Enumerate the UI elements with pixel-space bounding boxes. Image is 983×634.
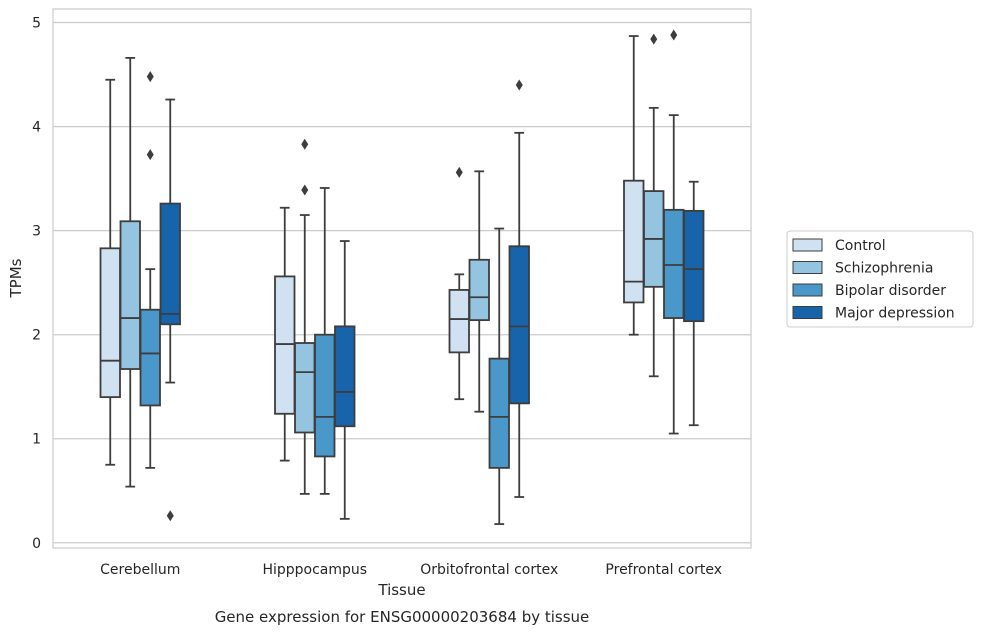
box-body (294, 342, 316, 434)
x-tick-label: Cerebellum (100, 562, 180, 578)
outlier-point (301, 138, 309, 150)
y-tick-label: 3 (32, 224, 41, 240)
outlier-point (166, 510, 174, 522)
box-schizophrenia (643, 33, 665, 378)
legend: Control Schizophrenia Bipolar disorder Majo… (786, 230, 974, 328)
y-tick-label: 2 (32, 328, 41, 344)
x-tick-label: Orbitofrontal cortex (420, 562, 558, 578)
legend-swatch (792, 306, 823, 319)
box-body (119, 220, 141, 370)
legend-label: Major depression (835, 306, 955, 322)
box-bipolar-disorder (663, 29, 685, 435)
outlier-point (650, 33, 658, 45)
y-axis-label: TPMs (7, 258, 25, 298)
legend-label: Bipolar disorder (835, 283, 946, 299)
box-body (274, 275, 296, 415)
outlier-point (455, 166, 463, 178)
plot-frame (52, 8, 752, 549)
legend-label: Schizophrenia (835, 261, 933, 277)
box-schizophrenia (119, 57, 141, 488)
box-body (488, 357, 510, 469)
box-body (159, 202, 181, 326)
box-body (99, 247, 121, 399)
box-body (468, 258, 490, 322)
box-body (683, 209, 705, 323)
y-tick-label: 1 (32, 432, 41, 448)
box-bipolar-disorder (139, 71, 161, 469)
x-axis-label: Tissue (377, 581, 425, 599)
box-major-depression (683, 180, 705, 427)
y-tick-label: 0 (32, 536, 41, 552)
legend-swatch (792, 261, 823, 274)
legend-label: Control (835, 238, 886, 254)
box-body (334, 325, 356, 428)
legend-swatch (792, 238, 823, 252)
y-tick-label: 5 (32, 16, 41, 32)
box-body (623, 179, 645, 304)
box-bipolar-disorder (314, 187, 336, 495)
outlier-point (515, 79, 523, 91)
box-body (139, 308, 161, 407)
outlier-point (301, 184, 309, 196)
box-body (448, 289, 470, 354)
box-major-depression (334, 240, 356, 520)
box-groups (99, 29, 705, 525)
box-major-depression (159, 98, 181, 522)
box-control (99, 78, 121, 466)
figure-caption: Gene expression for ENSG00000203684 by t… (215, 608, 590, 626)
y-axis-ticks: 0 1 2 3 4 5 (32, 16, 41, 552)
box-body (314, 333, 336, 458)
box-schizophrenia (468, 170, 490, 413)
x-axis-ticks: Cerebellum Hipppocampus Orbitofrontal cort… (100, 562, 722, 578)
box-major-depression (508, 79, 530, 498)
box-control (448, 166, 470, 401)
x-tick-label: Prefrontal cortex (605, 562, 722, 578)
y-tick-label: 4 (32, 120, 41, 136)
box-bipolar-disorder (488, 227, 510, 525)
box-body (508, 245, 530, 405)
outlier-point (146, 71, 154, 83)
box-body (663, 208, 685, 319)
legend-frame (786, 230, 974, 328)
x-tick-label: Hipppocampus (262, 562, 367, 578)
outlier-point (146, 149, 154, 161)
legend-swatch (792, 283, 823, 297)
outlier-point (670, 29, 678, 41)
